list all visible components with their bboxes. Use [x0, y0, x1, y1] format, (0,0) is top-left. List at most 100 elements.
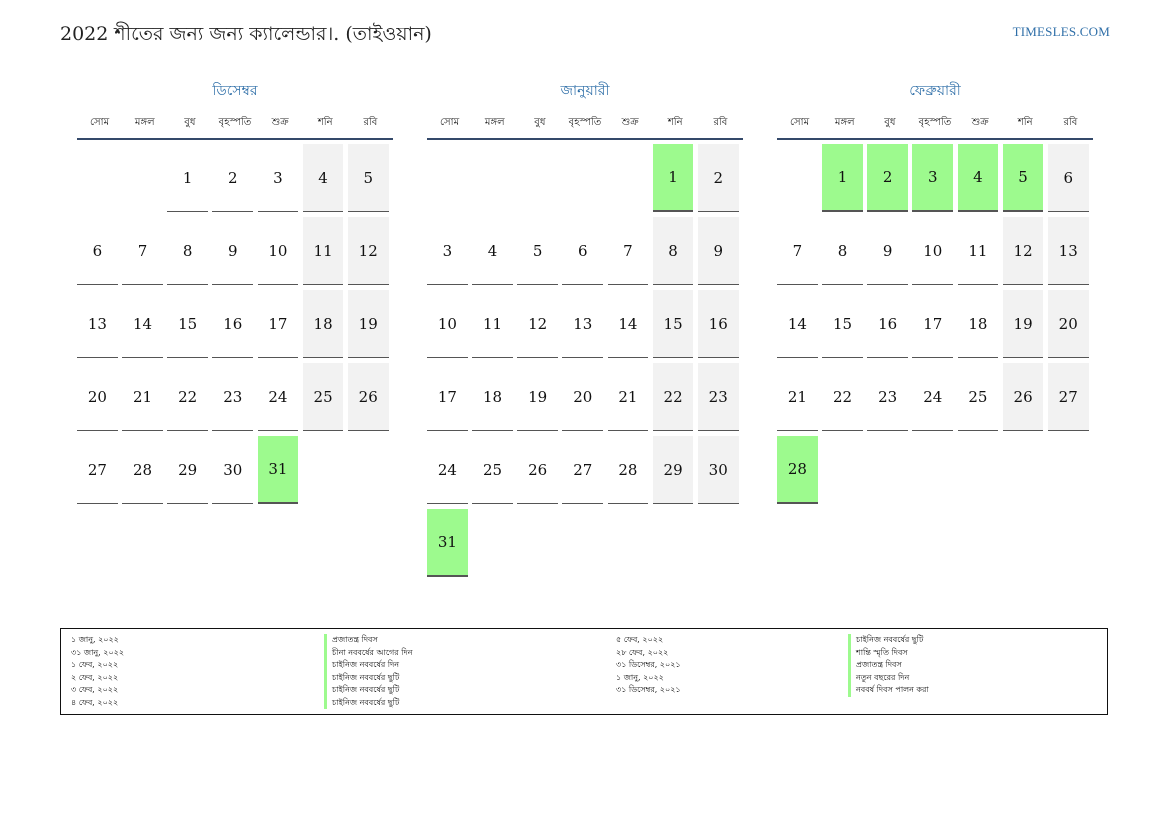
day-cell[interactable]: 16 — [697, 290, 739, 358]
day-cell[interactable]: 19 — [1002, 290, 1044, 358]
day-cell[interactable]: 21 — [777, 363, 818, 431]
day-cell[interactable]: 8 — [822, 217, 863, 285]
day-cell[interactable]: 15 — [822, 290, 863, 358]
holiday-day-cell[interactable]: 31 — [427, 509, 468, 577]
day-cell[interactable]: 28 — [122, 436, 163, 504]
day-cell[interactable]: 12 — [1002, 217, 1044, 285]
day-cell[interactable]: 7 — [607, 217, 649, 285]
day-cell[interactable]: 4 — [472, 217, 513, 285]
day-cell[interactable]: 29 — [652, 436, 694, 504]
day-cell[interactable]: 8 — [167, 217, 209, 285]
day-cell[interactable]: 27 — [1047, 363, 1089, 431]
day-cell[interactable]: 30 — [212, 436, 254, 504]
holiday-day-cell[interactable]: 28 — [777, 436, 818, 504]
day-cell[interactable]: 9 — [697, 217, 739, 285]
legend-holiday-date: ৩ ফেব, ২০২২ — [71, 685, 119, 694]
day-cell[interactable]: 17 — [257, 290, 299, 358]
day-cell[interactable]: 7 — [777, 217, 818, 285]
day-cell[interactable]: 3 — [257, 144, 299, 212]
day-cell[interactable]: 11 — [472, 290, 513, 358]
holiday-day-cell[interactable]: 1 — [652, 144, 694, 212]
day-cell[interactable]: 20 — [77, 363, 118, 431]
day-cell[interactable]: 22 — [167, 363, 209, 431]
day-cell[interactable]: 23 — [867, 363, 909, 431]
day-cell[interactable]: 6 — [1047, 144, 1089, 212]
day-cell[interactable]: 18 — [472, 363, 513, 431]
holiday-day-cell[interactable]: 31 — [257, 436, 299, 504]
day-cell[interactable]: 20 — [1047, 290, 1089, 358]
day-cell[interactable]: 9 — [867, 217, 909, 285]
empty-day-cell — [427, 144, 468, 212]
day-cell[interactable]: 17 — [427, 363, 468, 431]
day-cell[interactable]: 22 — [652, 363, 694, 431]
day-cell[interactable]: 14 — [607, 290, 649, 358]
day-cell[interactable]: 21 — [607, 363, 649, 431]
day-cell[interactable]: 26 — [347, 363, 389, 431]
day-cell[interactable]: 27 — [562, 436, 604, 504]
day-cell[interactable]: 16 — [867, 290, 909, 358]
day-cell[interactable]: 8 — [652, 217, 694, 285]
brand-link[interactable]: TIMESLES.COM — [1012, 24, 1110, 39]
day-cell[interactable]: 14 — [122, 290, 163, 358]
weekday-label: শনি — [317, 117, 333, 128]
day-cell[interactable]: 18 — [302, 290, 344, 358]
legend-holiday-name: শান্তি স্মৃতি দিবস — [848, 646, 929, 659]
day-cell[interactable]: 27 — [77, 436, 118, 504]
day-cell[interactable]: 12 — [517, 290, 559, 358]
day-cell[interactable]: 25 — [302, 363, 344, 431]
day-cell[interactable]: 2 — [212, 144, 254, 212]
day-cell[interactable]: 16 — [212, 290, 254, 358]
day-cell[interactable]: 13 — [1047, 217, 1089, 285]
day-cell[interactable]: 5 — [347, 144, 389, 212]
day-cell[interactable]: 22 — [822, 363, 863, 431]
holiday-day-cell[interactable]: 4 — [957, 144, 999, 212]
day-cell[interactable]: 13 — [77, 290, 118, 358]
holiday-day-cell[interactable]: 5 — [1002, 144, 1044, 212]
empty-day-cell — [698, 509, 739, 577]
weekday-label: মঙ্গল — [484, 117, 505, 128]
day-cell[interactable]: 6 — [77, 217, 118, 285]
holiday-day-cell[interactable]: 2 — [867, 144, 909, 212]
day-cell[interactable]: 24 — [427, 436, 468, 504]
day-cell[interactable]: 13 — [562, 290, 604, 358]
day-cell[interactable]: 15 — [652, 290, 694, 358]
day-cell[interactable]: 12 — [347, 217, 389, 285]
day-cell[interactable]: 3 — [427, 217, 468, 285]
day-cell[interactable]: 24 — [257, 363, 299, 431]
day-cell[interactable]: 24 — [912, 363, 954, 431]
day-cell[interactable]: 25 — [957, 363, 999, 431]
legend-left-dates: ১ জানু, ২০২২ ৩১ জানু, ২০২২ ১ ফেব, ২০২২ ২ ফে… — [71, 634, 124, 709]
day-cell[interactable]: 10 — [912, 217, 954, 285]
day-cell[interactable]: 21 — [122, 363, 163, 431]
day-cell[interactable]: 26 — [1002, 363, 1044, 431]
day-cell[interactable]: 2 — [697, 144, 739, 212]
day-cell[interactable]: 19 — [517, 363, 559, 431]
day-cell[interactable]: 10 — [257, 217, 299, 285]
day-cell[interactable]: 23 — [697, 363, 739, 431]
day-cell[interactable]: 10 — [427, 290, 468, 358]
legend-holiday-name: চাইনিজ নববর্ষের ছুটি — [848, 634, 929, 647]
weekday-label: মঙ্গল — [134, 117, 155, 128]
day-cell[interactable]: 25 — [472, 436, 513, 504]
day-cell[interactable]: 1 — [167, 144, 209, 212]
day-cell[interactable]: 11 — [957, 217, 999, 285]
day-cell[interactable]: 17 — [912, 290, 954, 358]
day-cell[interactable]: 19 — [347, 290, 389, 358]
day-cell[interactable]: 26 — [517, 436, 559, 504]
day-cell[interactable]: 9 — [212, 217, 254, 285]
holiday-day-cell[interactable]: 1 — [822, 144, 863, 212]
day-cell[interactable]: 5 — [517, 217, 559, 285]
day-cell[interactable]: 23 — [212, 363, 254, 431]
day-cell[interactable]: 7 — [122, 217, 163, 285]
day-cell[interactable]: 20 — [562, 363, 604, 431]
day-cell[interactable]: 11 — [302, 217, 344, 285]
day-cell[interactable]: 28 — [607, 436, 649, 504]
day-cell[interactable]: 15 — [167, 290, 209, 358]
day-cell[interactable]: 14 — [777, 290, 818, 358]
day-cell[interactable]: 29 — [167, 436, 209, 504]
day-cell[interactable]: 6 — [562, 217, 604, 285]
day-cell[interactable]: 30 — [697, 436, 739, 504]
day-cell[interactable]: 18 — [957, 290, 999, 358]
holiday-day-cell[interactable]: 3 — [912, 144, 954, 212]
day-cell[interactable]: 4 — [302, 144, 344, 212]
